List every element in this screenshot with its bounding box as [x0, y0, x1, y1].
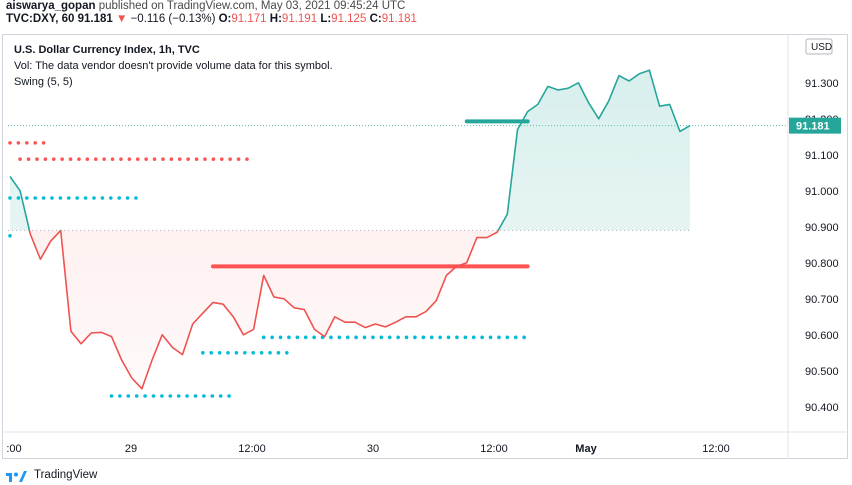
chart-frame[interactable]: [2, 34, 848, 459]
symbol-label: TVC:DXY, 60: [6, 13, 75, 25]
y-tick-label: 90.900: [805, 222, 839, 234]
tradingview-logo-icon[interactable]: [6, 469, 30, 482]
price-change: −0.116 (−0.13%): [130, 13, 216, 25]
y-tick-label: 91.100: [805, 150, 839, 162]
x-tick-label: 12:00: [480, 443, 508, 455]
x-tick-label: 12:00: [702, 443, 730, 455]
footer-brand[interactable]: TradingView: [34, 469, 98, 481]
published-text: published on TradingView.com, May 03, 20…: [98, 0, 406, 12]
y-tick-label: 90.700: [805, 294, 839, 306]
low-label: L:: [320, 13, 332, 25]
price-line-below: [28, 230, 500, 390]
price-series: [9, 69, 691, 390]
open-value: 91.171: [231, 13, 267, 25]
price-line-above: [9, 69, 691, 231]
y-tick-label: 91.000: [805, 186, 839, 198]
publisher-username[interactable]: aiswarya_gopan: [6, 0, 96, 12]
last-price: 91.181: [77, 13, 113, 25]
area-above-baseline: [10, 70, 690, 231]
chart-axes: 91.30091.20091.10091.00090.90090.80090.7…: [2, 35, 848, 459]
y-tick-label: 90.800: [805, 258, 839, 270]
y-tick-label: 90.600: [805, 330, 839, 342]
x-tick-label: 12:00: [238, 443, 266, 455]
high-value: 91.191: [281, 13, 318, 25]
swing-levels: [8, 119, 530, 398]
legend-volume-note: Vol: The data vendor doesn't provide vol…: [14, 60, 333, 72]
close-value: 91.181: [381, 13, 417, 25]
legend-indicator[interactable]: Swing (5, 5): [14, 76, 73, 88]
publisher-line: aiswarya_gopan published on TradingView.…: [6, 0, 405, 12]
x-tick-label: 30: [367, 443, 379, 455]
y-tick-label: 90.400: [805, 402, 839, 414]
current-price-tag: [789, 117, 841, 134]
low-value: 91.125: [331, 13, 367, 25]
y-tick-label: 90.500: [805, 366, 839, 378]
footer-branding: TradingView: [6, 466, 97, 484]
down-arrow-icon: ▼: [115, 13, 128, 25]
y-tick-label: 91.300: [805, 78, 839, 90]
x-tick-label: 29: [125, 443, 137, 455]
current-price-tag-label: 91.181: [796, 121, 830, 133]
quote-line: TVC:DXY, 60 91.181 ▼ −0.116 (−0.13%) O:9…: [6, 13, 417, 27]
close-label: C:: [369, 13, 382, 25]
chart-legend: U.S. Dollar Currency Index, 1h, TVC Vol:…: [14, 42, 333, 90]
x-tick-label: May: [575, 443, 597, 455]
currency-button[interactable]: [805, 38, 833, 55]
legend-title: U.S. Dollar Currency Index, 1h, TVC: [14, 44, 200, 56]
area-below-baseline: [10, 230, 690, 389]
baseline-fill: [10, 70, 690, 389]
open-label: O:: [218, 13, 232, 25]
x-tick-label: :00: [6, 443, 21, 455]
high-label: H:: [269, 13, 282, 25]
currency-label: USD: [811, 42, 832, 53]
